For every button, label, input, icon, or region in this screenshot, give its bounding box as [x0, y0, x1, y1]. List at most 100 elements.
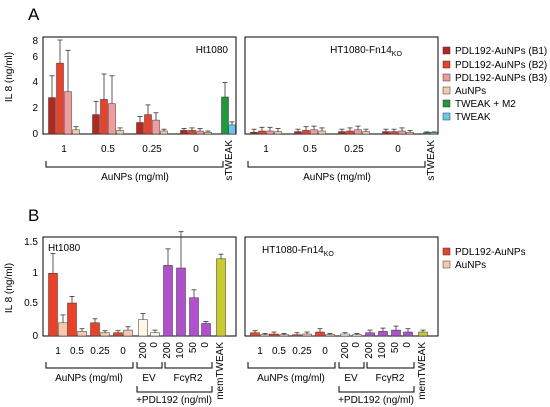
group-bracket: [136, 386, 213, 393]
bar: [150, 332, 160, 337]
x-tick-label: 200: [340, 342, 351, 359]
x-tick-label: 0: [193, 144, 199, 155]
bar: [279, 334, 289, 337]
y-tick-label: 0: [32, 129, 38, 140]
x-tick-label: 50: [188, 342, 199, 354]
y-tick-label: 1: [32, 268, 38, 279]
legend-swatch: [442, 86, 451, 95]
bar: [116, 130, 124, 135]
legend-label: AuNPs: [455, 260, 486, 271]
panel-b-letter: B: [28, 206, 39, 225]
bar: [176, 267, 186, 337]
group-bracket: [247, 161, 426, 168]
panel-a-ylabel: IL 8 (ng/ml): [4, 52, 15, 102]
x-tick-label: 0: [351, 342, 362, 348]
x-tick-label: memTWEAK: [215, 342, 226, 400]
x-tick-label: 1: [257, 346, 263, 357]
x-tick-label: 100: [377, 342, 388, 359]
panel-a: A IL 8 (ng/ml) 0 2 4 6 8 Ht1080 1 0.5 0.…: [4, 5, 547, 183]
legend-swatch: [442, 260, 451, 269]
bar: [64, 91, 72, 135]
x-tick-label: 1: [55, 346, 61, 357]
bar: [325, 334, 335, 337]
x-tick-label: memTWEAK: [417, 342, 428, 400]
legend-label: AuNPs: [455, 86, 486, 97]
bar: [58, 322, 68, 337]
x-tick-label: 0.5: [272, 346, 286, 357]
y-tick-label: 2: [32, 103, 38, 114]
legend-swatch: [442, 73, 451, 82]
bar: [72, 129, 80, 135]
x-tick-label: 0: [322, 346, 328, 357]
bar: [378, 331, 388, 337]
bar: [269, 333, 279, 337]
bar: [274, 131, 282, 135]
panel-a-left-plot: Ht1080 1 0.5 0.25 0 sTWEAK AuNPs (mg/ml): [42, 36, 237, 183]
bar: [430, 132, 438, 135]
bar: [258, 130, 266, 135]
x-tick-label: 1: [61, 144, 67, 155]
bar: [418, 331, 428, 337]
subplot-label-sub: KO: [324, 251, 335, 258]
bar: [318, 130, 326, 135]
legend-label: PDL192-AuNPs (B2): [455, 60, 547, 71]
x-tick-label: 50: [390, 342, 401, 354]
y-tick-label: 8: [32, 36, 38, 47]
legend-swatch: [442, 60, 451, 69]
bar: [216, 258, 226, 337]
x-tick-labels: 1 0.5 0.25 0 sTWEAK: [263, 140, 437, 181]
x-tick-label: 0: [395, 144, 401, 155]
panel-b-right-plot: HT1080-Fn14KO 1 0.5 0.25 0 200 0 200 100…: [244, 236, 439, 406]
subplot-label: HT1080-Fn14KO: [262, 245, 334, 258]
bar: [77, 331, 87, 337]
bar: [160, 130, 168, 135]
panel-b-left-plot: Ht1080 1 0.5 0.25 0 200 0 200 100 50 0 m…: [42, 231, 237, 406]
x-tick-label: 0: [120, 346, 126, 357]
bar: [406, 131, 414, 135]
group-bracket: [136, 362, 163, 369]
legend-swatch: [442, 112, 451, 121]
bar: [136, 122, 144, 135]
bar: [144, 114, 152, 135]
bar: [188, 130, 196, 135]
panel-b: B IL 8 (ng/ml) 0 0.5 1 1.5 Ht1080 1 0.5 …: [4, 206, 526, 406]
subplot-label: Ht1080: [48, 243, 81, 254]
bar: [108, 103, 116, 135]
bar: [138, 319, 148, 337]
bar: [48, 97, 56, 135]
legend-label: PDL192-AuNPs (B1): [455, 46, 547, 57]
bar: [362, 131, 370, 135]
y-tick-label: 4: [32, 77, 38, 88]
legend-label: TWEAK: [455, 112, 491, 123]
bar: [423, 132, 431, 135]
panel-a-letter: A: [28, 5, 40, 24]
group-bracket: [338, 362, 365, 369]
bracket-label: FcγR2: [376, 373, 405, 384]
subplot-label-main: HT1080-Fn14: [330, 45, 392, 56]
bar: [294, 131, 302, 135]
bar: [403, 331, 413, 337]
x-tick-label: 0: [149, 342, 160, 348]
bar: [391, 329, 401, 337]
bottom-label: +PDL192 (ng/ml): [136, 395, 212, 406]
x-tick-label: 0.25: [292, 346, 312, 357]
panel-b-yticks: 0 0.5 1 1.5: [24, 237, 38, 342]
bracket-label: AuNPs (mg/ml): [55, 373, 123, 384]
bar: [113, 332, 123, 337]
bracket-label: AuNPs (mg/ml): [303, 172, 371, 183]
bracket-label: EV: [344, 373, 358, 384]
panel-a-yticks: 0 2 4 6 8: [32, 36, 38, 140]
bars-a-left: [48, 39, 236, 135]
panel-b-legend: PDL192-AuNPs AuNPs: [442, 247, 526, 271]
legend-label: PDL192-AuNPs (B3): [455, 73, 547, 84]
bars-a-right: [250, 125, 438, 135]
bracket-label: EV: [142, 373, 156, 384]
subplot-label-sub: KO: [392, 51, 403, 58]
bar: [221, 96, 229, 135]
x-tick-labels: 1 0.5 0.25 0 200 0 200 100 50 0 memTWEAK: [257, 342, 428, 400]
bar: [340, 333, 350, 337]
x-tick-label: 0: [200, 342, 211, 348]
x-tick-label: 1: [263, 144, 269, 155]
bar: [204, 131, 212, 135]
